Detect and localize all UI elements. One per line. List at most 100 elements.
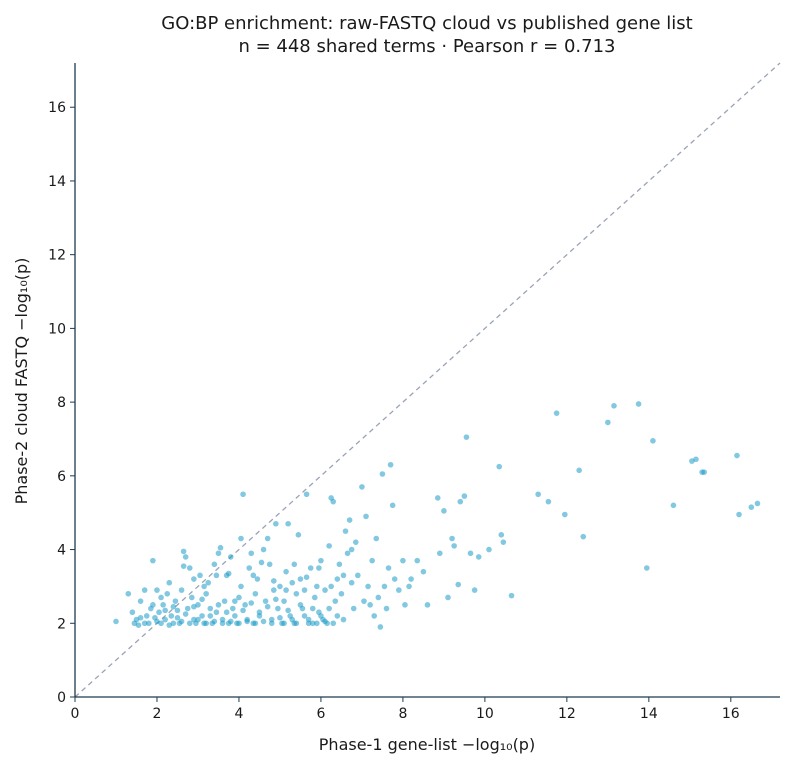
y-tick-label: 14 <box>48 174 66 190</box>
x-tick-label: 12 <box>558 706 576 722</box>
data-point <box>322 587 328 593</box>
data-point <box>693 456 699 463</box>
x-tick-label: 4 <box>234 706 243 722</box>
data-point <box>170 603 177 610</box>
data-point <box>223 609 230 616</box>
data-point <box>498 532 505 538</box>
data-point <box>143 613 150 619</box>
data-point <box>260 618 267 625</box>
x-tick-label: 16 <box>722 706 740 722</box>
data-point <box>156 609 162 616</box>
data-point <box>195 616 201 623</box>
data-point <box>365 583 371 590</box>
data-point <box>180 563 187 569</box>
data-point <box>270 578 277 584</box>
data-point <box>281 598 287 604</box>
data-point <box>314 583 320 590</box>
axes-layer <box>74 63 780 698</box>
data-point <box>160 602 166 608</box>
data-point <box>377 624 384 630</box>
data-point <box>387 461 394 468</box>
data-point <box>457 498 464 505</box>
data-point <box>168 613 175 619</box>
x-tick-label: 6 <box>316 706 325 722</box>
data-point <box>363 513 369 520</box>
data-point <box>316 565 322 571</box>
data-point <box>129 609 136 616</box>
data-point <box>396 587 402 593</box>
data-point <box>346 517 353 523</box>
data-point <box>162 616 168 623</box>
data-point <box>385 565 392 571</box>
data-point <box>178 587 185 593</box>
x-tick-label: 8 <box>398 706 407 722</box>
data-point <box>303 574 310 581</box>
data-point <box>355 572 361 579</box>
data-point <box>445 594 451 601</box>
data-point <box>553 410 560 416</box>
data-point <box>350 605 357 612</box>
data-point <box>150 557 156 564</box>
x-tick-label: 10 <box>476 706 494 722</box>
data-point <box>451 543 457 549</box>
data-point <box>305 620 312 627</box>
data-point <box>248 550 255 557</box>
data-point <box>205 579 212 586</box>
data-point <box>293 590 300 597</box>
data-point <box>137 614 144 621</box>
data-point <box>191 576 197 582</box>
data-point <box>500 539 507 545</box>
data-point <box>232 613 238 619</box>
y-tick-label: 12 <box>48 248 66 264</box>
data-point <box>213 609 220 616</box>
data-point <box>402 602 408 608</box>
data-point <box>293 620 300 627</box>
data-point <box>248 600 255 606</box>
data-point <box>471 587 478 593</box>
data-point <box>381 583 388 590</box>
data-point <box>275 605 281 612</box>
data-point <box>252 620 259 627</box>
data-point <box>330 620 337 627</box>
data-point <box>352 539 359 545</box>
data-point <box>189 594 195 601</box>
data-point <box>197 572 203 579</box>
data-point <box>289 616 296 623</box>
data-point <box>330 498 337 505</box>
data-point <box>264 603 271 610</box>
data-point <box>254 576 261 582</box>
data-point <box>734 452 740 459</box>
data-point <box>424 602 431 608</box>
data-point <box>215 550 222 557</box>
data-point <box>297 576 304 582</box>
data-point <box>174 607 181 614</box>
data-point <box>736 511 742 518</box>
data-point <box>270 587 277 593</box>
data-point <box>508 592 515 599</box>
data-point <box>145 620 152 627</box>
y-tick-label: 2 <box>57 616 66 632</box>
data-point <box>285 607 291 614</box>
data-point <box>246 565 253 571</box>
data-point <box>332 598 339 604</box>
data-point <box>369 557 375 564</box>
data-point <box>186 620 193 627</box>
data-point <box>154 587 160 593</box>
data-point <box>348 546 355 553</box>
data-point <box>670 502 677 509</box>
reference-diagonal-line <box>74 62 781 698</box>
data-point <box>379 471 386 477</box>
data-point <box>135 622 142 628</box>
data-point <box>150 602 156 608</box>
data-point <box>338 590 345 597</box>
data-point <box>375 594 382 601</box>
data-point <box>260 546 267 553</box>
data-point <box>141 620 148 627</box>
data-point <box>236 594 242 601</box>
chart-title: GO:BP enrichment: raw-FASTQ cloud vs pub… <box>161 13 692 34</box>
data-point <box>172 598 179 604</box>
data-point <box>258 559 265 566</box>
data-point <box>389 502 396 509</box>
data-point <box>314 620 320 627</box>
